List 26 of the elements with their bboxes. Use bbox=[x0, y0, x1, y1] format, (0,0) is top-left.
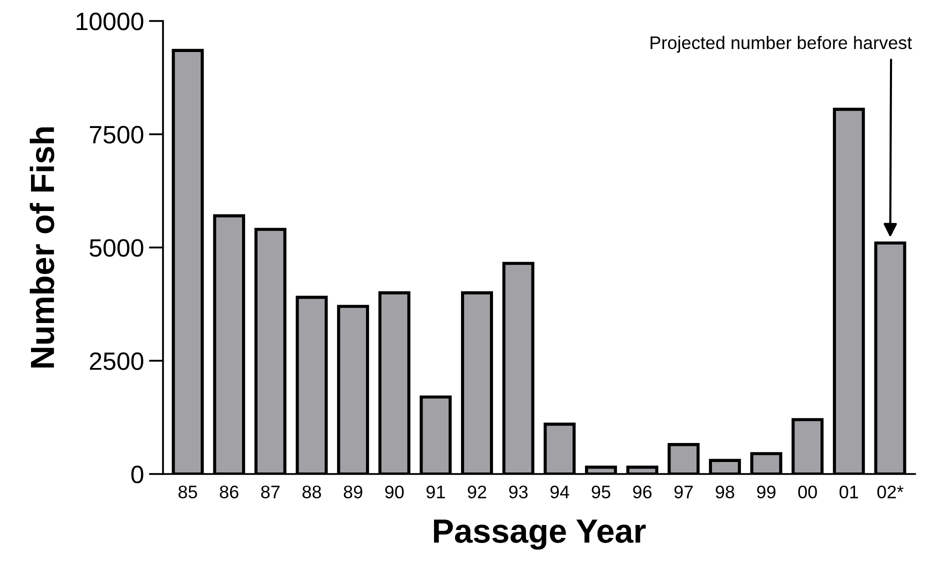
y-tick-label: 7500 bbox=[90, 126, 144, 144]
x-tick-label: 99 bbox=[757, 486, 776, 498]
x-tick-label: 89 bbox=[344, 486, 362, 498]
y-tick-label: 2500 bbox=[90, 352, 144, 370]
x-tick-label: 92 bbox=[468, 486, 486, 498]
annotation: Projected number before harvest bbox=[650, 36, 912, 53]
y-tick-label: 5000 bbox=[90, 239, 144, 257]
x-tick-label: 02* bbox=[877, 486, 904, 498]
x-tick-label: 87 bbox=[261, 486, 280, 498]
x-tick-label: 98 bbox=[716, 486, 734, 498]
x-tick-label: 97 bbox=[674, 486, 693, 498]
x-axis-title: Passage Year bbox=[434, 520, 646, 550]
y-tick-label: 10000 bbox=[76, 12, 144, 30]
x-tick-label: 90 bbox=[385, 486, 404, 498]
y-axis-title: Number of Fish bbox=[30, 127, 54, 368]
x-tick-label: 86 bbox=[220, 486, 238, 498]
x-tick-label: 88 bbox=[302, 486, 322, 498]
x-tick-label: 01 bbox=[840, 486, 858, 498]
x-tick-label: 00 bbox=[798, 486, 817, 498]
x-tick-label: 96 bbox=[633, 486, 652, 498]
x-tick-label: 91 bbox=[426, 486, 445, 498]
x-tick-label: 85 bbox=[178, 486, 198, 498]
x-tick-label: 93 bbox=[509, 486, 528, 498]
y-tick-label: 0 bbox=[131, 466, 144, 484]
x-tick-label: 94 bbox=[550, 486, 570, 498]
x-tick-label: 95 bbox=[592, 486, 610, 498]
